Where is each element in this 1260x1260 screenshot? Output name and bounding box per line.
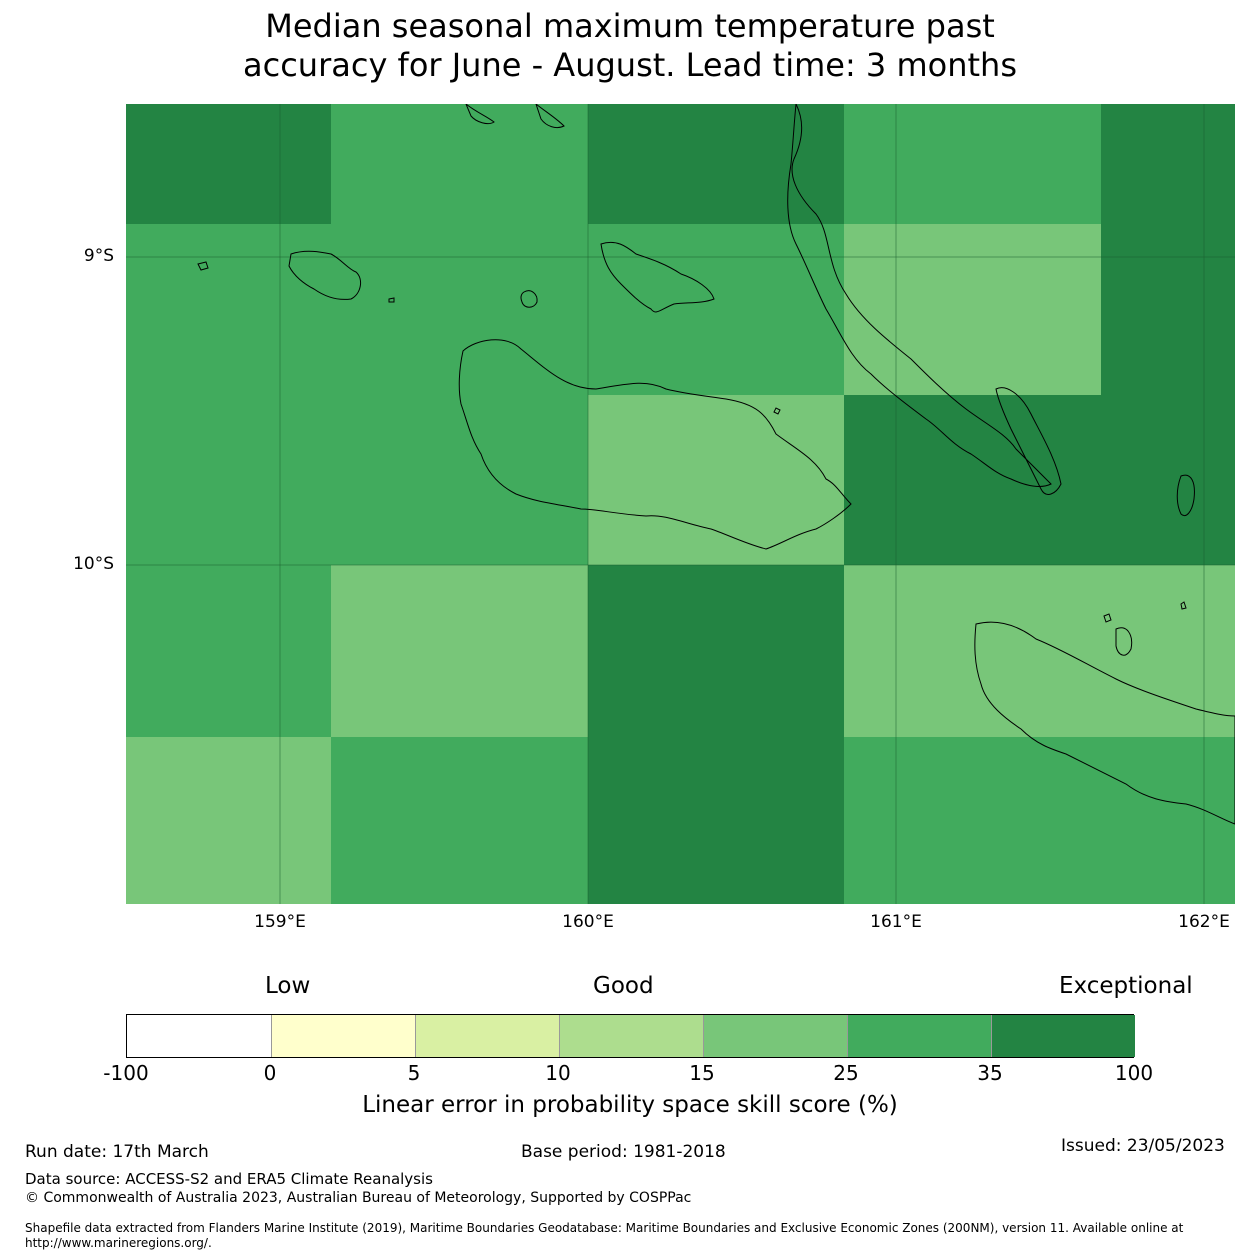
- grid-cell: [331, 395, 588, 565]
- island-florida: [600, 241, 715, 313]
- grid-cell: [1101, 104, 1235, 224]
- colorbar-segment: [559, 1015, 703, 1057]
- grid-cell: [844, 224, 1101, 395]
- chart-title-line-2: accuracy for June - August. Lead time: 3…: [243, 46, 1017, 84]
- colorbar-tick-label: -100: [103, 1061, 149, 1085]
- island-malaita: [787, 104, 1052, 487]
- island-russell: [288, 250, 362, 300]
- colorbar: [126, 1014, 1135, 1058]
- grid-cell: [588, 737, 844, 904]
- issued-date: Issued: 23/05/2023: [1061, 1136, 1225, 1156]
- island-tiny-a: [388, 297, 395, 303]
- grid-cell: [331, 737, 588, 904]
- island-tiny-west: [197, 261, 209, 271]
- colorbar-segment: [847, 1015, 991, 1057]
- lat-label-9s: 9°S: [83, 246, 114, 266]
- island-guadalcanal: [458, 339, 852, 550]
- lon-label-162e: 162°E: [1178, 912, 1230, 932]
- base-period: Base period: 1981-2018: [521, 1142, 726, 1162]
- colorbar-segment: [415, 1015, 559, 1057]
- colorbar-segment: [271, 1015, 415, 1057]
- coastline-overlay: [126, 104, 1235, 904]
- grid-cell: [1101, 395, 1235, 565]
- island-makira: [974, 621, 1235, 825]
- grid-cell: [1101, 737, 1235, 904]
- grid-cell: [331, 565, 588, 737]
- grid-cell: [844, 395, 1101, 565]
- shapefile-credit-line-2: http://www.marineregions.org/.: [25, 1236, 212, 1250]
- lon-label-161e: 161°E: [870, 912, 922, 932]
- grid-cell: [126, 104, 331, 224]
- grid-cell: [331, 224, 588, 395]
- lon-label-159e: 159°E: [254, 912, 306, 932]
- lat-label-10s: 10°S: [73, 554, 114, 574]
- island-tiny-b: [1103, 613, 1112, 623]
- colorbar-label: Linear error in probability space skill …: [362, 1092, 898, 1118]
- coastlines: [197, 104, 1235, 825]
- grid-cell: [844, 104, 1101, 224]
- skill-score-map: [126, 104, 1235, 904]
- grid-cell: [126, 737, 331, 904]
- grid-cell: [588, 565, 844, 737]
- grid-cell: [844, 565, 1101, 737]
- colorbar-segment: [703, 1015, 847, 1057]
- colorbar-tick-label: 0: [263, 1061, 277, 1085]
- grid-cell: [588, 395, 844, 565]
- island-tiny-c: [1180, 601, 1187, 610]
- lon-label-160e: 160°E: [562, 912, 614, 932]
- grid-cell: [126, 565, 331, 737]
- colorbar-tick-label: 15: [689, 1061, 715, 1085]
- island-ulawa: [1176, 474, 1195, 517]
- island-savo: [520, 290, 538, 308]
- colorbar-tick-label: 10: [545, 1061, 571, 1085]
- chart-title-line-1: Median seasonal maximum temperature past: [265, 7, 995, 45]
- island-top-a: [465, 104, 495, 125]
- run-date: Run date: 17th March: [25, 1142, 209, 1162]
- colorbar-tick-label: 35: [977, 1061, 1003, 1085]
- grid-cell: [126, 395, 331, 565]
- colorbar-heading-exceptional: Exceptional: [1059, 973, 1193, 999]
- data-source: Data source: ACCESS-S2 and ERA5 Climate …: [25, 1170, 433, 1188]
- island-top-b: [535, 104, 565, 129]
- shapefile-credit-line-1: Shapefile data extracted from Flanders M…: [25, 1221, 1184, 1235]
- grid-cell: [588, 224, 844, 395]
- colorbar-heading-good: Good: [593, 973, 654, 999]
- colorbar-segment: [127, 1015, 271, 1057]
- graticule: [126, 104, 1235, 904]
- colorbar-segment: [991, 1015, 1135, 1057]
- copyright: © Commonwealth of Australia 2023, Austra…: [25, 1190, 692, 1206]
- colorbar-tick-label: 25: [833, 1061, 859, 1085]
- island-ugi: [1115, 627, 1133, 656]
- grid-cell: [331, 104, 588, 224]
- colorbar-heading-low: Low: [265, 973, 311, 999]
- grid-cell: [844, 737, 1101, 904]
- grid-cell: [1101, 565, 1235, 737]
- colorbar-tick-label: 100: [1114, 1061, 1154, 1085]
- colorbar-tick-label: 5: [407, 1061, 421, 1085]
- grid-cell: [1101, 224, 1235, 395]
- island-small-malaita: [995, 387, 1062, 495]
- island-small-a: [773, 407, 781, 415]
